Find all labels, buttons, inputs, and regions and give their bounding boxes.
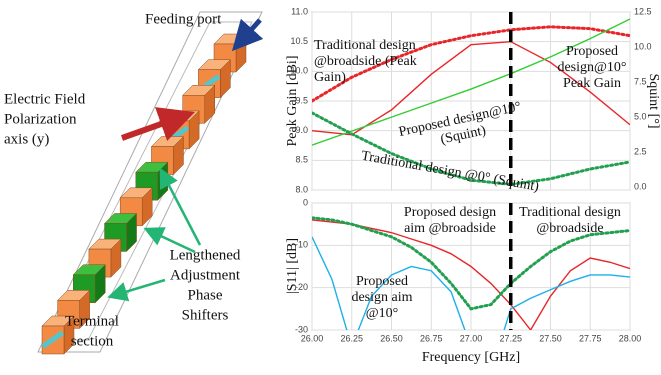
x-tick-label: 26.00 xyxy=(301,333,324,343)
x-tick-label: 26.50 xyxy=(380,333,403,343)
x-tick-label: 27.75 xyxy=(579,333,602,343)
annotation: aim @broadside xyxy=(404,221,496,236)
x-tick-label: 27.50 xyxy=(539,333,562,343)
y2-tick-label: 7.5 xyxy=(634,76,647,86)
annotation: Gain) xyxy=(314,70,346,85)
antenna-diagram xyxy=(38,12,262,354)
y-axis-title: |S11| [dB] xyxy=(285,238,300,294)
y-tick-label: 10.5 xyxy=(290,36,308,46)
annotation: @broadside xyxy=(536,221,603,236)
y-tick-label: 8.0 xyxy=(295,184,308,194)
x-tick-label: 26.25 xyxy=(340,333,363,343)
y2-tick-label: 2.5 xyxy=(634,147,647,157)
diagram-label: Terminal xyxy=(65,313,119,329)
x-tick-label: 27.25 xyxy=(499,333,522,343)
chart: 8.08.59.09.510.010.511.00.02.55.07.510.0… xyxy=(285,6,661,194)
diagram-label: Polarization xyxy=(4,111,77,127)
y2-tick-label: 0.0 xyxy=(634,182,647,192)
pointer-arrow xyxy=(112,280,165,296)
annotation: Traditional design xyxy=(519,205,621,220)
x-tick-label: 28.00 xyxy=(619,333,642,343)
y2-axis-title: Squint [°] xyxy=(646,74,661,129)
diagram-label: Electric Field xyxy=(4,91,86,107)
page: 8.08.59.09.510.010.511.00.02.55.07.510.0… xyxy=(0,0,661,375)
annotation: @10° xyxy=(366,306,399,321)
annotation: design@10° xyxy=(557,60,626,75)
y-tick-label: 0 xyxy=(303,197,308,207)
annotation: design aim xyxy=(351,290,412,305)
y-tick-label: 8.5 xyxy=(295,155,308,165)
y-axis-title: Peak Gain [dBi] xyxy=(285,56,300,147)
annotation: @broadside (Peak xyxy=(314,54,417,69)
annotation: Proposed xyxy=(356,274,408,289)
annotation: Traditional design xyxy=(314,38,416,53)
diagram-label: section xyxy=(71,333,114,349)
x-tick-label: 27.00 xyxy=(460,333,483,343)
figure: 8.08.59.09.510.010.511.00.02.55.07.510.0… xyxy=(0,0,661,375)
annotation: Proposed xyxy=(566,44,618,59)
annotation: Proposed design xyxy=(404,205,496,220)
charts: 8.08.59.09.510.010.511.00.02.55.07.510.0… xyxy=(285,6,661,372)
annotation: Peak Gain xyxy=(563,76,621,91)
y2-tick-label: 10.0 xyxy=(634,41,652,51)
x-axis-title: Frequency [GHz] xyxy=(422,350,520,365)
diagram-label: Phase xyxy=(188,287,223,303)
y2-tick-label: 5.0 xyxy=(634,111,647,121)
diagram-label: Lengthened xyxy=(170,247,241,263)
y-tick-label: 11.0 xyxy=(291,6,308,16)
diagram-label: axis (y) xyxy=(4,131,49,147)
diagram-label: Feeding port xyxy=(145,11,222,27)
diagram-label: Shifters xyxy=(182,307,229,323)
y2-tick-label: 12.5 xyxy=(634,6,652,16)
diagram-label: Adjustment xyxy=(170,267,241,283)
x-tick-label: 26.75 xyxy=(420,333,443,343)
